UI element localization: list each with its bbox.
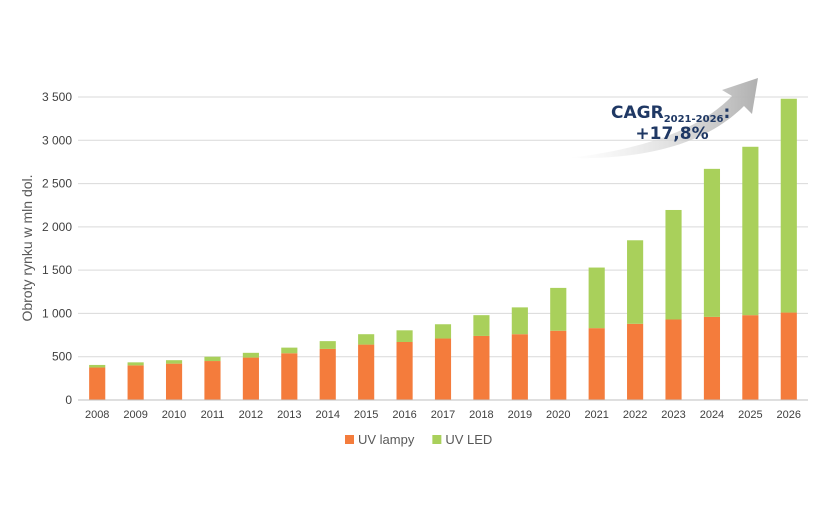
- x-axis-ticks: 2008 2009 2010 2011 2012 2013 2014 2015 2016 2017…: [85, 409, 801, 421]
- y-tick-label: 1 000: [42, 306, 72, 320]
- bar-uv-lampy: [434, 338, 452, 400]
- y-tick-label: 0: [65, 393, 72, 407]
- x-tick-label: 2020: [546, 409, 570, 421]
- bar-uv-lampy: [511, 334, 528, 400]
- bar-uv-led: [281, 347, 298, 354]
- legend-swatch: [345, 435, 354, 444]
- x-tick-label: 2018: [469, 409, 493, 421]
- bar-uv-led: [588, 267, 605, 329]
- x-tick-label: 2016: [392, 409, 416, 421]
- bar-uv-lampy: [703, 316, 721, 400]
- cagr-annotation: CAGR2021-2026: +17,8%: [568, 78, 758, 159]
- x-tick-label: 2017: [431, 409, 455, 421]
- bar-uv-led: [550, 287, 567, 331]
- cagr-period: 2021-2026: [664, 114, 724, 125]
- bar-uv-led: [742, 146, 759, 316]
- bar-uv-led: [703, 168, 721, 317]
- y-tick-label: 3 000: [42, 133, 72, 147]
- x-tick-label: 2011: [201, 409, 225, 421]
- bar-uv-led: [473, 315, 490, 336]
- bar-uv-lampy: [742, 315, 759, 400]
- bar-uv-lampy: [127, 365, 144, 400]
- legend-label: UV lampy: [358, 432, 415, 447]
- x-tick-label: 2025: [738, 409, 762, 421]
- bar-uv-lampy: [396, 341, 413, 400]
- y-tick-label: 500: [52, 350, 72, 364]
- bar-uv-lampy: [204, 361, 221, 400]
- cagr-value: +17,8%: [635, 124, 708, 144]
- bar-uv-lampy: [780, 312, 797, 400]
- x-tick-label: 2012: [239, 409, 263, 421]
- bar-uv-lampy: [89, 367, 106, 400]
- bar-uv-led: [204, 356, 221, 362]
- bar-uv-lampy: [665, 319, 682, 400]
- cagr-label: CAGR: [611, 103, 664, 123]
- x-tick-label: 2010: [162, 409, 186, 421]
- x-tick-label: 2022: [623, 409, 647, 421]
- bars: [89, 98, 797, 400]
- y-tick-label: 2 500: [42, 177, 72, 191]
- x-tick-label: 2015: [354, 409, 378, 421]
- legend: UV lampy UV LED: [345, 432, 492, 447]
- bar-uv-lampy: [550, 330, 567, 400]
- x-tick-label: 2024: [700, 409, 724, 421]
- legend-swatch: [432, 435, 442, 444]
- bar-uv-led: [319, 341, 336, 349]
- y-axis-label: Obroty rynku w mln dol.: [19, 174, 35, 321]
- bar-uv-led: [242, 352, 259, 358]
- bar-uv-led: [89, 364, 106, 368]
- x-tick-label: 2008: [85, 409, 109, 421]
- bar-uv-led: [780, 98, 797, 313]
- x-tick-label: 2021: [584, 409, 608, 421]
- bar-uv-lampy: [319, 348, 336, 400]
- x-tick-label: 2023: [661, 409, 685, 421]
- bar-uv-lampy: [242, 357, 259, 400]
- bar-uv-lampy: [627, 323, 644, 400]
- gridlines: [78, 96, 808, 358]
- x-tick-label: 2013: [277, 409, 301, 421]
- x-tick-label: 2026: [777, 409, 801, 421]
- bar-uv-led: [165, 360, 183, 364]
- bar-uv-lampy: [473, 335, 490, 400]
- y-tick-label: 1 500: [42, 263, 72, 277]
- bar-uv-led: [434, 324, 452, 339]
- bar-uv-lampy: [588, 328, 605, 400]
- bar-uv-led: [396, 330, 413, 342]
- bar-uv-lampy: [165, 363, 183, 400]
- x-tick-label: 2014: [315, 409, 339, 421]
- y-axis-ticks: 0 500 1 000 1 500 2 000 2 500 3 000 3 500: [42, 90, 72, 407]
- bar-uv-lampy: [358, 344, 375, 400]
- bar-uv-led: [511, 307, 528, 335]
- y-tick-label: 2 000: [42, 220, 72, 234]
- bar-uv-led: [627, 240, 644, 324]
- cagr-colon: :: [724, 103, 731, 123]
- y-tick-label: 3 500: [42, 90, 72, 104]
- x-tick-label: 2019: [508, 409, 532, 421]
- x-tick-label: 2009: [123, 409, 147, 421]
- bar-uv-led: [665, 209, 682, 320]
- bar-uv-led: [127, 362, 144, 366]
- bar-uv-led: [358, 334, 375, 345]
- svg-text:CAGR2021-2026:: CAGR2021-2026:: [611, 103, 730, 125]
- legend-label: UV LED: [445, 432, 492, 447]
- bar-uv-lampy: [281, 353, 298, 400]
- growth-arrow-icon: [568, 78, 758, 159]
